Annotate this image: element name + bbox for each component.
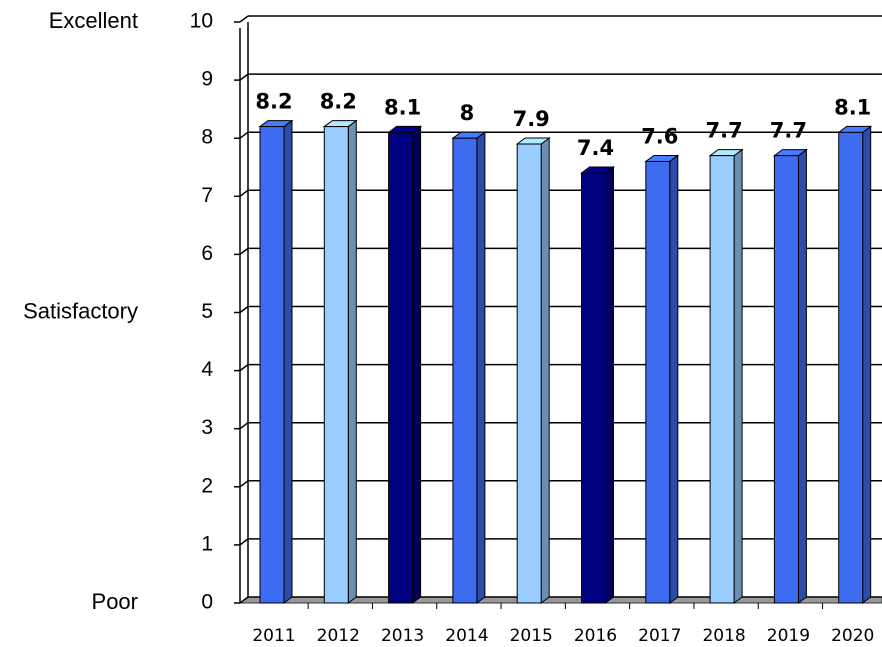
x-tick-label: 2013: [381, 626, 424, 646]
grid-line: [239, 247, 249, 255]
grid-line: [239, 364, 249, 372]
bar-side: [476, 131, 486, 604]
value-label: 7.7: [770, 119, 807, 143]
x-tick-label: 2018: [702, 626, 745, 646]
value-label: 8.1: [834, 95, 871, 119]
y-tick-label: 0: [201, 591, 213, 614]
grid-line: [239, 305, 249, 314]
y-tick-label: 10: [190, 10, 213, 33]
bar: [581, 172, 606, 604]
grid-line: [239, 422, 249, 430]
grid-line: [239, 596, 249, 604]
bar-side: [412, 125, 422, 604]
x-tick-label: 2016: [574, 626, 617, 646]
value-label: 7.4: [577, 136, 614, 160]
value-label: 7.7: [705, 119, 742, 143]
y-annotation: Satisfactory: [23, 298, 138, 323]
value-label: 8.2: [255, 90, 292, 114]
y-tick-label: 8: [201, 126, 213, 149]
bar-side: [347, 119, 357, 604]
x-tick-label: 2017: [638, 626, 681, 646]
bar-side: [283, 119, 293, 604]
grid-line: [239, 480, 249, 488]
bar-side: [669, 154, 679, 604]
bar-side: [540, 137, 550, 604]
y-annotation: Excellent: [49, 8, 138, 33]
grid-line: [239, 538, 249, 546]
bar: [516, 143, 542, 604]
bar: [388, 131, 414, 604]
x-tick-label: 2020: [831, 626, 874, 646]
bar: [709, 155, 735, 604]
x-tick-label: 2012: [317, 626, 360, 646]
bar-side: [797, 148, 807, 604]
y-tick-label: 6: [201, 242, 213, 265]
y-tick-label: 9: [201, 68, 213, 91]
grid-line: [239, 189, 249, 197]
y-tick-label: 5: [201, 300, 213, 323]
bar: [773, 155, 799, 604]
grid-line: [239, 15, 249, 23]
value-label: 7.6: [641, 124, 678, 148]
value-label: 8: [460, 101, 475, 125]
bar: [323, 126, 349, 604]
x-tick-label: 2019: [767, 626, 810, 646]
value-label: 7.9: [513, 107, 550, 131]
bar-side: [733, 148, 743, 604]
y-tick-label: 7: [201, 184, 213, 207]
y-tick-label: 3: [201, 416, 213, 439]
bar: [452, 137, 478, 604]
value-label: 8.2: [320, 90, 357, 114]
y-tick-label: 1: [201, 532, 213, 555]
x-tick-label: 2015: [510, 626, 553, 646]
value-label: 8.1: [384, 95, 421, 119]
x-tick-label: 2011: [252, 626, 295, 646]
y-annotation: Poor: [92, 589, 138, 614]
bar-side: [605, 166, 614, 604]
bar: [259, 126, 285, 604]
bar-side: [862, 125, 872, 604]
bar: [645, 160, 671, 604]
bar: [838, 131, 864, 604]
grid-line: [239, 73, 249, 81]
x-tick-label: 2014: [445, 626, 488, 646]
y-tick-label: 2: [201, 474, 213, 497]
y-tick-label: 4: [201, 358, 213, 381]
grid-line: [239, 131, 249, 139]
